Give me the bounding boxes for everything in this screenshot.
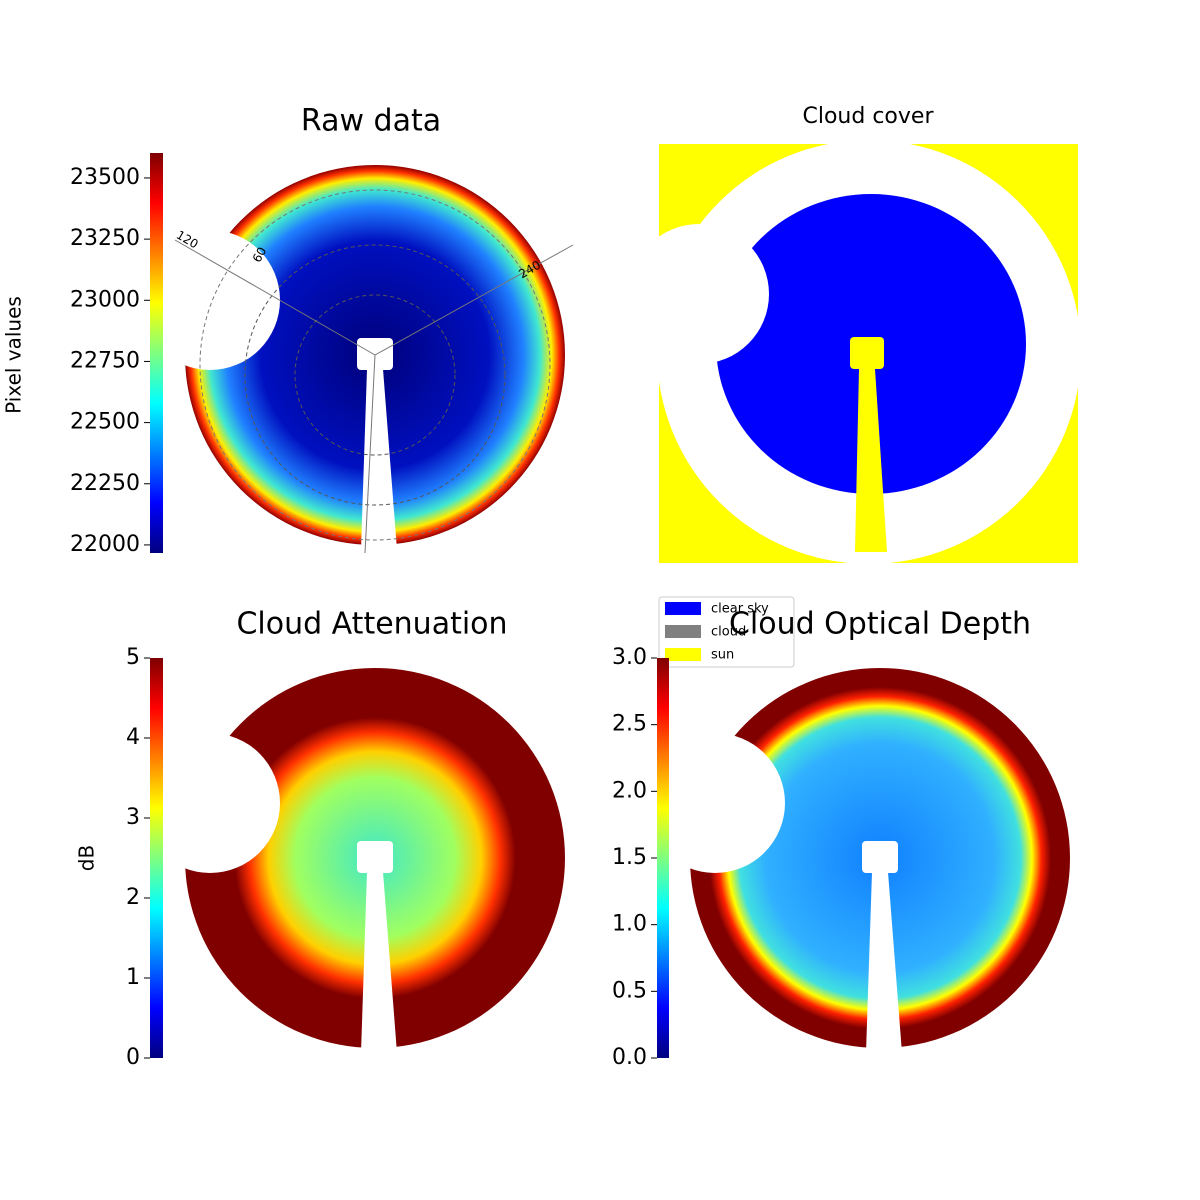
colorbar-tick-label: 5 [126, 645, 140, 670]
colorbar [150, 658, 163, 1058]
colorbar [657, 658, 669, 1058]
colorbar-tick-label: 4 [126, 725, 140, 750]
sun-pillar [855, 369, 887, 552]
polar-grid [244, 244, 506, 506]
colorbar-tick-label: 23250 [70, 226, 140, 251]
colorbar-tick-label: 22000 [70, 532, 140, 557]
colorbar-tick-label: 1 [126, 965, 140, 990]
mask [361, 872, 397, 1053]
colorbar-tick-label: 2 [126, 885, 140, 910]
mask [866, 872, 902, 1053]
colorbar-tick-label: 0 [126, 1045, 140, 1070]
legend-swatch [665, 625, 701, 638]
polar-axis [374, 244, 574, 356]
mask [140, 733, 280, 873]
mask [680, 888, 760, 1058]
polar-axis [174, 239, 376, 356]
mask [175, 385, 255, 555]
mask [629, 224, 769, 364]
mask [140, 230, 280, 370]
legend-swatch [665, 602, 701, 615]
polar-grid [294, 294, 456, 456]
polar-label: 60 [250, 245, 270, 265]
colorbar-tick-label: 23000 [70, 287, 140, 312]
mask [175, 888, 255, 1058]
mask [357, 338, 393, 370]
polar-axis [364, 354, 376, 554]
colorbar-tick-label: 1.0 [612, 912, 647, 937]
colorbar-tick-label: 2.5 [612, 712, 647, 737]
colorbar-tick-label: 0.0 [612, 1045, 647, 1070]
colorbar-label: Pixel values [2, 296, 26, 414]
mask [357, 841, 393, 873]
colorbar-tick-label: 0.5 [612, 978, 647, 1003]
polar-grid [199, 189, 551, 541]
colorbar-tick-label: 22250 [70, 471, 140, 496]
panel-title: Cloud Attenuation [236, 607, 507, 642]
legend-swatch [665, 648, 701, 661]
mask [645, 733, 785, 873]
sun-pillar [850, 337, 884, 369]
colorbar-tick-label: 22750 [70, 348, 140, 373]
colorbar-tick-label: 23500 [70, 165, 140, 190]
panel-title: Cloud Optical Depth [729, 607, 1031, 642]
colorbar-tick-label: 3.0 [612, 645, 647, 670]
colorbar-tick-label: 1.5 [612, 845, 647, 870]
legend-label: sun [711, 648, 734, 663]
panel-title: Raw data [301, 104, 441, 139]
colorbar-label: dB [75, 845, 99, 871]
colorbar-tick-label: 3 [126, 805, 140, 830]
legend-label: clear sky [711, 602, 769, 617]
legend-label: cloud [711, 625, 746, 640]
mask [862, 841, 898, 873]
colorbar [150, 153, 163, 553]
colorbar-tick-label: 22500 [70, 410, 140, 435]
colorbar-tick-label: 2.0 [612, 778, 647, 803]
panel-title: Cloud cover [803, 104, 935, 129]
